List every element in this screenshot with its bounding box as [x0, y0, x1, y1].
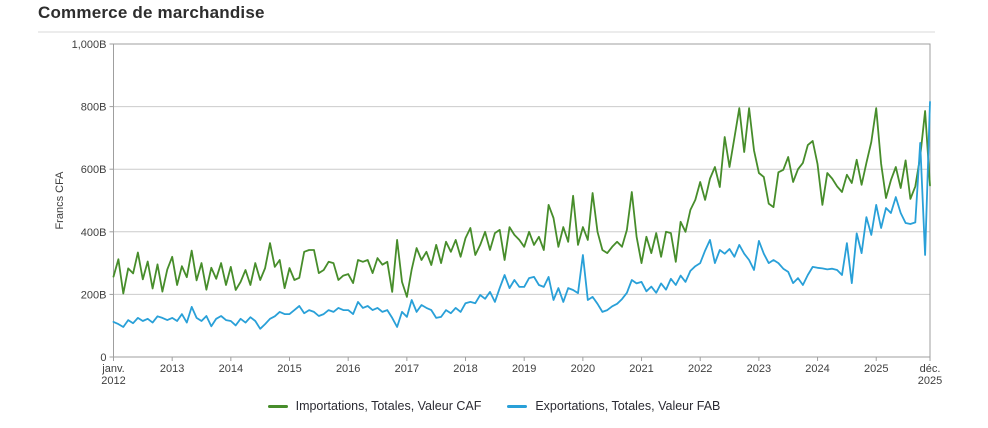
y-tick-label: 1,000B: [72, 39, 107, 51]
x-tick-label: 2016: [336, 363, 360, 375]
x-tick-label: 2019: [512, 363, 536, 375]
x-tick-label: 2024: [805, 363, 829, 375]
x-tick-label: 2020: [571, 363, 595, 375]
series-line-exportations: [112, 101, 931, 330]
y-axis-title: Francs CFA: [54, 171, 66, 230]
x-tick-label: déc.: [920, 363, 941, 375]
x-tick-label: 2013: [160, 363, 184, 375]
series-line-importations: [112, 107, 931, 298]
plot-area[interactable]: [113, 43, 931, 358]
x-tick-label: 2023: [747, 363, 771, 375]
title-divider: [38, 31, 935, 33]
timeseries-chart[interactable]: 0 200B 400B 600B 800B 1,000B janv.2012 2013 2014…: [0, 0, 988, 396]
x-tick-label: 2012: [101, 375, 125, 387]
importations-line-swatch-icon: [267, 404, 288, 408]
x-tick-label: 2022: [688, 363, 712, 375]
legend-label-exportations: Exportations, Totales, Valeur FAB: [535, 399, 721, 413]
exportations-line-swatch-icon: [507, 404, 528, 408]
x-tick-label: 2018: [453, 363, 477, 375]
legend-item-exportations[interactable]: Exportations, Totales, Valeur FAB: [507, 399, 720, 413]
y-tick-label: 600B: [81, 164, 107, 176]
chart-legend: Importations, Totales, Valeur CAF Export…: [0, 399, 988, 413]
y-tick-label: 400B: [81, 227, 107, 239]
legend-label-importations: Importations, Totales, Valeur CAF: [295, 399, 482, 413]
legend-item-importations[interactable]: Importations, Totales, Valeur CAF: [267, 399, 482, 413]
y-tick-label: 0: [100, 352, 106, 364]
y-tick-label: 200B: [81, 289, 107, 301]
page-title: Commerce de marchandise: [38, 3, 265, 22]
x-tick-label: 2025: [918, 375, 942, 387]
x-tick-label: 2014: [219, 363, 243, 375]
x-tick-label: 2015: [277, 363, 301, 375]
x-tick-label: 2021: [629, 363, 653, 375]
x-tick-label: 2017: [395, 363, 419, 375]
x-tick-label: 2025: [864, 363, 888, 375]
y-tick-label: 800B: [81, 102, 107, 114]
x-tick-label: janv.: [101, 363, 124, 375]
